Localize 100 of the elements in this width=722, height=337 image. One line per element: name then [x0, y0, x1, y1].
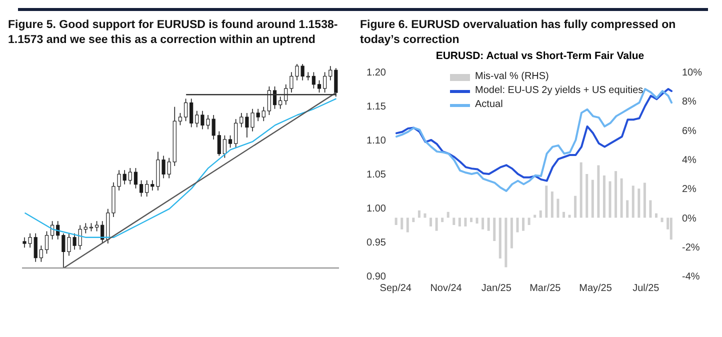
- candlestick: [34, 232, 38, 262]
- bar: [458, 218, 461, 226]
- x-tick-label: Sep/24: [380, 283, 412, 294]
- candlestick: [240, 112, 244, 128]
- candlestick: [217, 130, 221, 156]
- candlestick: [78, 224, 82, 250]
- bar: [482, 218, 484, 230]
- bar: [412, 218, 415, 222]
- bar: [655, 213, 658, 218]
- bar: [418, 210, 420, 218]
- candlestick: [234, 118, 238, 148]
- bar: [522, 218, 525, 231]
- bar: [470, 218, 472, 222]
- candlestick: [167, 157, 171, 179]
- x-tick-label: Nov/24: [430, 283, 462, 294]
- candlestick: [145, 180, 149, 197]
- bar: [441, 218, 444, 222]
- chart-subtitle: EURUSD: Actual vs Short-Term Fair Value: [434, 50, 646, 64]
- bar: [626, 200, 629, 218]
- candlestick: [190, 98, 194, 128]
- legend-label: Mis-val % (RHS): [475, 70, 549, 84]
- x-tick-label: May/25: [579, 283, 612, 294]
- legend-label: Model: EU-US 2y yields + US equities: [475, 84, 644, 98]
- candlestick: [44, 230, 49, 254]
- x-tick-label: Jan/25: [481, 283, 512, 294]
- legend-label: Actual: [475, 98, 503, 112]
- y2-tick-label: 8%: [682, 96, 697, 108]
- y2-tick-label: 6%: [682, 126, 697, 137]
- bar: [510, 218, 513, 248]
- bar: [545, 186, 548, 218]
- bar: [406, 218, 409, 232]
- bar: [452, 218, 456, 225]
- candlestick: [267, 86, 271, 116]
- x-tick-label: Mar/25: [530, 283, 562, 294]
- bar: [614, 171, 618, 218]
- bar: [464, 218, 467, 226]
- candlestick: [228, 135, 232, 148]
- y2-tick-label: 0%: [682, 213, 697, 224]
- bar: [487, 218, 490, 231]
- candlestick: [306, 72, 310, 81]
- candlestick: [262, 106, 266, 122]
- bar: [539, 210, 542, 218]
- bar: [586, 174, 588, 218]
- candlestick: [178, 112, 182, 126]
- candlestick: [150, 180, 154, 191]
- bar: [649, 200, 652, 218]
- bar: [446, 212, 450, 218]
- y-tick-label: 1.05: [366, 170, 386, 181]
- candlestick: [184, 98, 188, 122]
- candlestick: [95, 220, 99, 232]
- bar: [528, 218, 530, 225]
- bar: [394, 218, 398, 225]
- bar: [638, 188, 640, 218]
- y-tick-label: 1.15: [366, 102, 386, 113]
- bar: [620, 178, 623, 218]
- y2-tick-label: 10%: [682, 68, 702, 79]
- candlestick: [195, 110, 199, 128]
- x-tick-label: Jul/25: [632, 283, 660, 294]
- bar: [670, 218, 672, 240]
- bar: [493, 218, 496, 242]
- bar: [550, 191, 554, 218]
- candlestick: [334, 68, 338, 98]
- y2-tick-label: -4%: [682, 272, 700, 283]
- bar: [632, 186, 634, 218]
- chart-title: Figure 6. EURUSD overvaluation has fully compressed on today’s correction: [360, 18, 677, 48]
- y2-tick-label: -2%: [682, 242, 700, 254]
- y-tick-label: 1.00: [366, 204, 386, 215]
- candlestick: [284, 84, 288, 106]
- y-tick-label: 0.95: [366, 238, 386, 249]
- y2-tick-label: 2%: [682, 184, 697, 196]
- bar: [597, 165, 600, 218]
- bar: [400, 218, 404, 230]
- y-tick-label: 1.20: [366, 68, 386, 79]
- candlestick: [272, 86, 277, 110]
- candlestick: [312, 72, 316, 89]
- y-tick-label: 1.10: [366, 136, 386, 147]
- candlestick: [328, 66, 332, 81]
- bar: [591, 180, 594, 218]
- bar: [643, 182, 646, 218]
- candlestick: [256, 108, 260, 122]
- bar: [435, 218, 438, 231]
- bar: [562, 212, 565, 218]
- candlestick: [317, 80, 322, 93]
- candlestick: [139, 180, 144, 197]
- y-tick-label: 0.90: [366, 272, 386, 283]
- candlestick: [122, 170, 126, 185]
- candlestick: [323, 72, 327, 93]
- bar: [516, 218, 519, 232]
- candlestick: [212, 114, 216, 140]
- bar: [504, 218, 508, 268]
- bar: [574, 196, 577, 218]
- bar: [660, 218, 664, 222]
- bar: [424, 213, 426, 218]
- candlestick: [39, 245, 43, 262]
- bar: [430, 218, 432, 226]
- chart-title: Figure 5. Good support for EURUSD is found around 1.1538-1.1573 and we see this as a correction within an uptrend: [8, 18, 339, 48]
- bar: [556, 198, 560, 218]
- bar: [498, 218, 502, 259]
- y2-tick-label: 4%: [682, 154, 697, 166]
- bar: [580, 162, 582, 218]
